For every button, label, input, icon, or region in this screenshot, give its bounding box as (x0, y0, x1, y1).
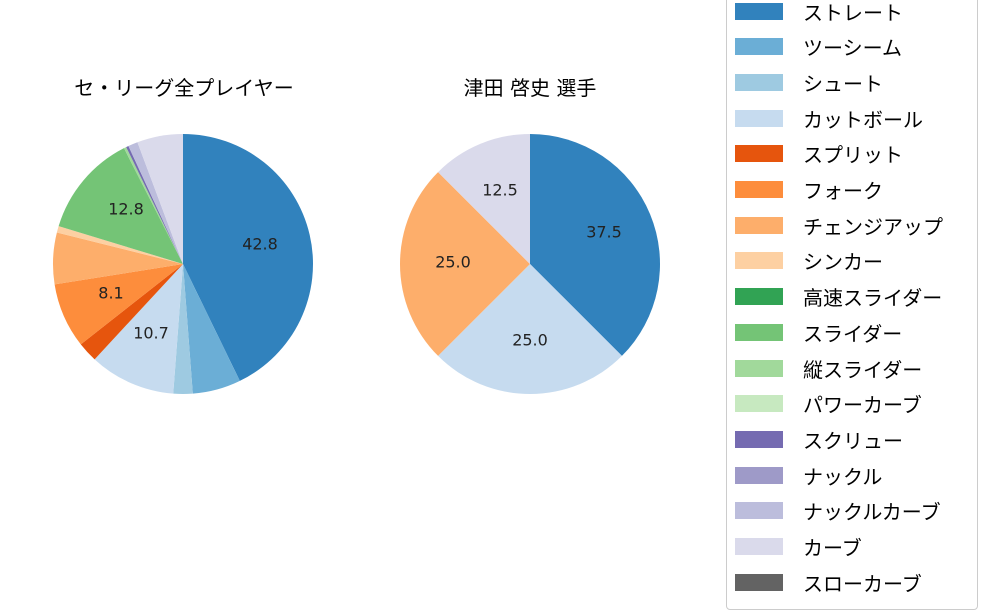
pie-slice (94, 264, 183, 394)
legend-label: カットボール (803, 107, 923, 132)
legend-label: シンカー (803, 250, 883, 275)
legend-item: カーブ (735, 535, 862, 560)
legend-item: フォーク (735, 178, 883, 203)
legend-swatch (735, 502, 783, 520)
legend-swatch (735, 466, 783, 484)
pie-label: 42.8 (242, 235, 278, 254)
pie-label: 37.5 (586, 223, 622, 242)
pie-slice (530, 134, 660, 356)
pie-slice (58, 148, 183, 264)
legend-label: スクリュー (803, 428, 903, 453)
legend-item: ストレート (735, 0, 903, 25)
legend-item: ナックルカーブ (735, 499, 941, 525)
legend-swatch (735, 288, 783, 306)
legend-item: スライダー (735, 320, 903, 346)
legend-swatch (735, 73, 783, 91)
pie-slice (399, 172, 530, 356)
legend-item: スローカーブ (735, 570, 922, 596)
pie-slice (438, 264, 622, 394)
legend-label: 高速スライダー (803, 286, 943, 311)
pie-slice (123, 147, 183, 264)
pie-slice (54, 264, 183, 345)
pie-label: 10.7 (133, 324, 169, 343)
pie-charts: 42.8 10.7 8.1 12.8 37.5 25.0 25.0 12.5 (53, 134, 660, 394)
legend-swatch (735, 145, 783, 163)
legend-label: カーブ (803, 536, 862, 560)
legend-item: ツーシーム (735, 35, 902, 61)
pie-label: 8.1 (98, 284, 123, 303)
legend-item: シュート (735, 70, 883, 96)
left-chart-title: セ・リーグ全プレイヤー (74, 76, 294, 100)
legend-swatch (735, 359, 783, 377)
pie-slice (173, 264, 193, 394)
legend-item: パワーカーブ (735, 392, 922, 418)
legend-label: スプリット (803, 143, 903, 168)
legend-label: スローカーブ (803, 571, 922, 596)
pie-label: 12.8 (108, 200, 144, 219)
legend-label: ストレート (803, 0, 903, 25)
pie-slice (183, 134, 313, 381)
pie-league-all (53, 134, 313, 394)
legend-swatch (735, 573, 783, 591)
pie-label: 25.0 (512, 331, 548, 350)
legend-swatch (735, 323, 783, 341)
pie-label: 12.5 (482, 181, 518, 200)
legend-swatch (735, 395, 783, 413)
pie-slice (80, 264, 183, 360)
legend-item: チェンジアップ (735, 213, 943, 239)
pie-slice (438, 134, 530, 264)
legend-label: ツーシーム (803, 36, 902, 61)
pie-slice (183, 264, 240, 394)
legend: ストレートツーシームシュートカットボール スプリットフォークチェンジアップ シンカー… (726, 0, 978, 610)
pie-player (399, 134, 660, 394)
legend-swatch (735, 216, 783, 234)
legend-label: ナックル (803, 464, 883, 489)
legend-label: ナックルカーブ (803, 500, 941, 525)
legend-swatch (735, 181, 783, 198)
legend-item: シンカー (735, 249, 883, 275)
pie-slice (53, 232, 184, 285)
legend-label: フォーク (803, 179, 883, 203)
legend-item: スプリット (735, 142, 903, 168)
legend-swatch (735, 2, 783, 20)
legend-item: スクリュー (735, 427, 903, 453)
right-chart-title: 津田 啓史 選手 (463, 76, 597, 100)
pie-slice (137, 134, 183, 264)
pie-label: 25.0 (435, 253, 471, 272)
legend-item: 縦スライダー (735, 356, 923, 382)
pie-slice (128, 142, 183, 264)
legend-swatch (735, 252, 783, 270)
legend-label: チェンジアップ (803, 214, 943, 239)
legend-item: 高速スライダー (735, 285, 943, 311)
legend-label: シュート (803, 71, 883, 96)
pie-slice (56, 226, 183, 264)
legend-swatch (735, 538, 783, 555)
legend-label: パワーカーブ (803, 393, 922, 418)
legend-item: ナックル (735, 463, 883, 489)
legend-swatch (735, 109, 783, 127)
pie-slice (126, 146, 183, 264)
legend-item: カットボール (735, 106, 923, 132)
legend-swatch (735, 38, 783, 56)
legend-label: スライダー (803, 321, 903, 346)
legend-swatch (735, 430, 783, 448)
legend-label: 縦スライダー (803, 357, 923, 382)
